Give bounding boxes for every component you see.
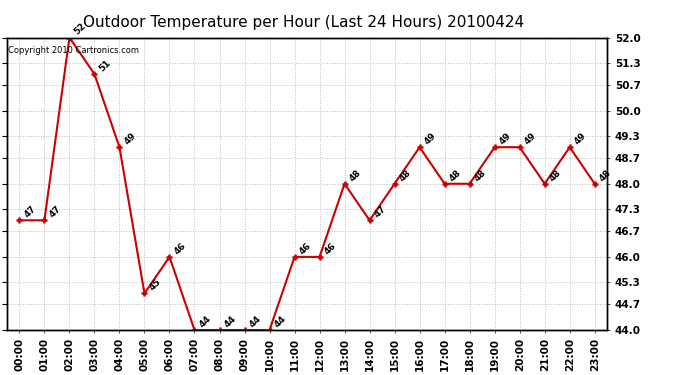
Text: 48: 48 xyxy=(473,168,488,183)
Text: 45: 45 xyxy=(147,278,163,292)
Text: 47: 47 xyxy=(373,204,388,219)
Text: 51: 51 xyxy=(97,58,112,73)
Text: 47: 47 xyxy=(47,204,63,219)
Text: 44: 44 xyxy=(273,314,288,329)
Text: 44: 44 xyxy=(197,314,213,329)
Text: 48: 48 xyxy=(397,168,413,183)
Text: 49: 49 xyxy=(573,131,588,146)
Text: Copyright 2010 Cartronics.com: Copyright 2010 Cartronics.com xyxy=(8,46,139,55)
Text: 49: 49 xyxy=(422,131,437,146)
Text: 47: 47 xyxy=(22,204,37,219)
Text: Outdoor Temperature per Hour (Last 24 Hours) 20100424: Outdoor Temperature per Hour (Last 24 Ho… xyxy=(83,15,524,30)
Text: 48: 48 xyxy=(447,168,463,183)
Text: 49: 49 xyxy=(122,131,137,146)
Text: 46: 46 xyxy=(322,241,337,256)
Text: 44: 44 xyxy=(247,314,263,329)
Text: 49: 49 xyxy=(497,131,513,146)
Text: 48: 48 xyxy=(347,168,363,183)
Text: 46: 46 xyxy=(297,241,313,256)
Text: 44: 44 xyxy=(222,314,237,329)
Text: 49: 49 xyxy=(522,131,538,146)
Text: 48: 48 xyxy=(547,168,563,183)
Text: 46: 46 xyxy=(172,241,188,256)
Text: 48: 48 xyxy=(598,168,613,183)
Text: 52: 52 xyxy=(72,21,88,37)
